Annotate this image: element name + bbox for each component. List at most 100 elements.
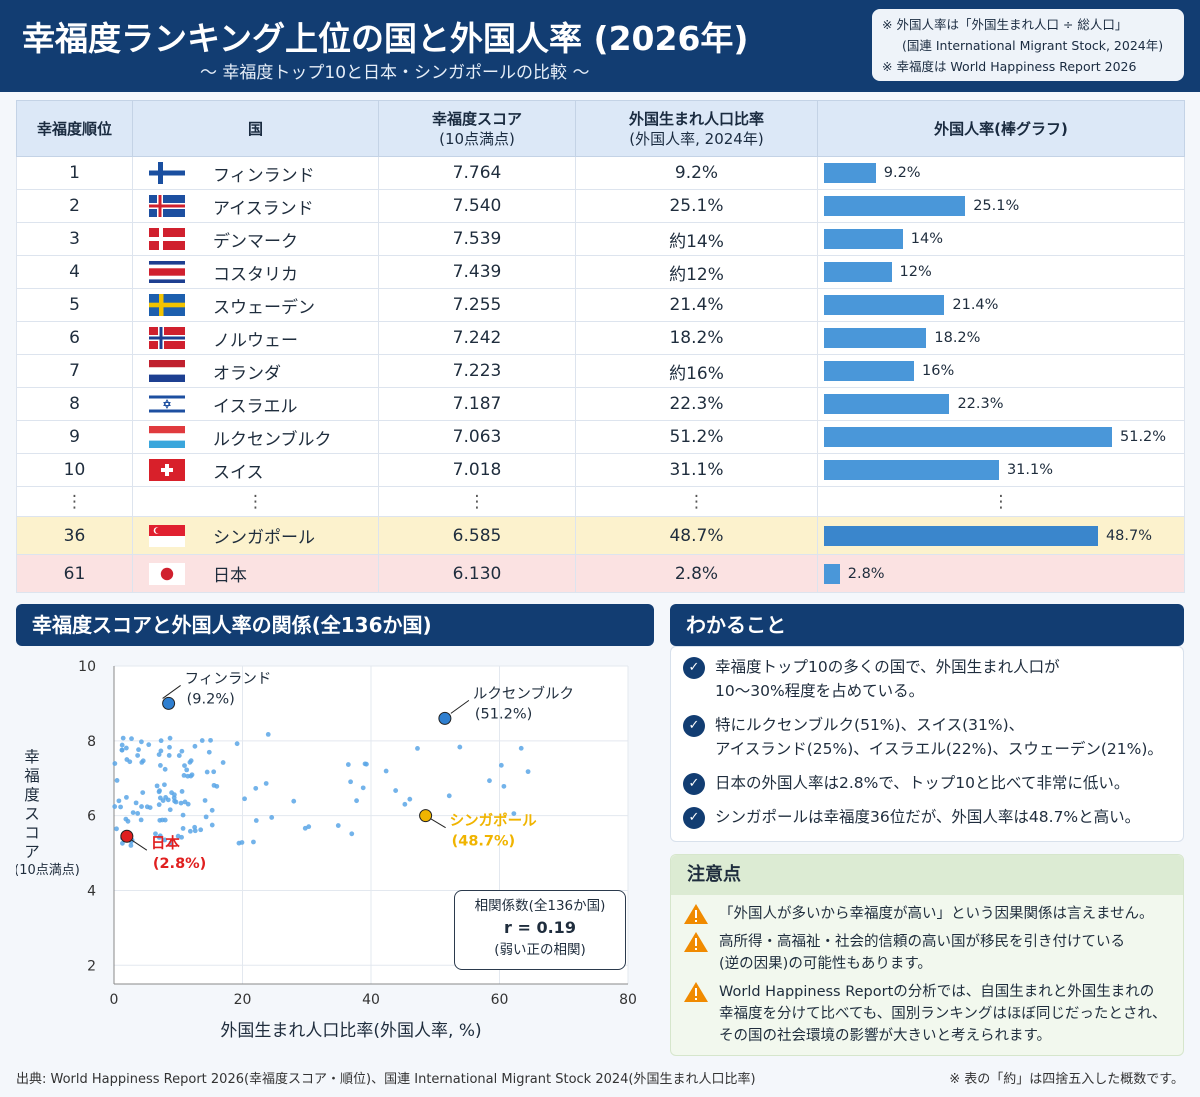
denmark-flag — [149, 228, 185, 250]
scatter-point — [360, 785, 366, 791]
scatter-point — [125, 818, 131, 824]
check-icon: ✓ — [683, 715, 705, 737]
scatter-chart: 0 20 40 60 80 2 4 6 8 10 フィンランド (9.2%) ルクセンブルク (51.2%… — [16, 650, 654, 1060]
findings-title: わかること — [670, 604, 1184, 646]
scatter-point — [349, 831, 355, 837]
scatter-point — [234, 741, 240, 747]
scatter-point — [487, 778, 492, 784]
corr-note: (弱い正の相関) — [494, 942, 586, 958]
caution-item: World Happiness Reportの分析では、自国生まれと外国生まれの… — [671, 977, 1183, 1049]
rate-bar — [824, 328, 927, 348]
rate-bar-label: 12% — [899, 264, 932, 280]
rate-bar — [824, 163, 876, 183]
luxembourg-flag-icon — [149, 426, 185, 448]
finding-item: ✓ 特にルクセンブルク(51%)、スイス(31%)、 アイスランド(25%)、イス… — [683, 713, 1171, 761]
scatter-point — [158, 738, 164, 744]
col-rank: 幸福度順位 — [16, 100, 133, 157]
scatter-point — [192, 743, 198, 749]
scatter-point — [265, 732, 271, 737]
table-row: 3 デンマーク 7.539 約14% 14% — [16, 222, 1185, 256]
score-cell: 7.539 — [378, 222, 576, 256]
country-cell: オランダ — [132, 354, 379, 388]
score-cell: 6.585 — [378, 516, 576, 555]
japan-flag — [149, 562, 185, 585]
scatter-point — [407, 796, 413, 802]
scatter-point — [206, 749, 212, 755]
scatter-point — [159, 817, 165, 823]
table-row: 36 シンガポール 6.585 48.7% 48.7% — [16, 516, 1185, 555]
corr-value: r = 0.19 — [504, 918, 576, 937]
scatter-point — [158, 748, 164, 754]
bar-cell: 31.1% — [817, 453, 1185, 487]
scatter-point — [116, 798, 122, 804]
scatter-point — [154, 783, 160, 789]
score-cell: 7.439 — [378, 255, 576, 289]
bar-cell: 21.4% — [817, 288, 1185, 322]
rank-cell: 61 — [16, 554, 133, 593]
iceland-flag-icon — [149, 195, 185, 217]
bar-cell: 2.8% — [817, 554, 1185, 593]
scatter-point — [253, 785, 259, 791]
table-row: 61 日本 6.130 2.8% 2.8% — [16, 554, 1185, 593]
scatter-point — [112, 761, 118, 766]
scatter-point — [182, 763, 187, 768]
table-row: 5 スウェーデン 7.255 21.4% 21.4% — [16, 288, 1185, 322]
scatter-point — [167, 744, 172, 750]
rate-bar — [824, 196, 966, 216]
highlight-sublabel: (48.7%) — [452, 834, 516, 850]
x-tick-label: 20 — [234, 992, 252, 1008]
caution-panel: 注意点 「外国人が多いから幸福度が高い」という因果関係は言えません。 高所得・高… — [670, 854, 1184, 1056]
y-axis-unit: (10点満点) — [16, 863, 80, 878]
table-row: 1 フィンランド 7.764 9.2% 9.2% — [16, 156, 1185, 190]
col-bar: 外国人率(棒グラフ) — [817, 100, 1185, 157]
israel-flag-icon — [149, 393, 185, 415]
x-tick-label: 0 — [110, 992, 119, 1008]
rate-bar — [824, 295, 945, 315]
country-cell: スイス — [132, 453, 379, 487]
rank-cell: 6 — [16, 321, 133, 355]
footer-source: 出典: World Happiness Report 2026(幸福度スコア・順… — [16, 1072, 756, 1087]
rate-cell: 9.2% — [575, 156, 818, 190]
score-cell: 7.540 — [378, 189, 576, 223]
rank-cell: 8 — [16, 387, 133, 421]
costa-rica-flag — [149, 261, 185, 283]
country-name: ノルウェー — [213, 330, 298, 351]
ellipsis-cell: ⋮ — [132, 486, 379, 517]
table-row: 10 スイス 7.018 31.1% 31.1% — [16, 453, 1185, 487]
findings-panel: ✓ 幸福度トップ10の多くの国で、外国生まれ人口が 10〜30%程度を占めている。… — [670, 646, 1184, 842]
ellipsis-row: ⋮ ⋮ ⋮ ⋮ ⋮ — [16, 486, 1185, 517]
y-axis-label-char: 福 — [24, 767, 40, 785]
caution-text: 高所得・高福祉・社会的信頼の高い国が移民を引き付けている — [719, 934, 1125, 950]
scatter-point — [345, 762, 351, 767]
rank-cell: 3 — [16, 222, 133, 256]
country-name: スウェーデン — [213, 297, 315, 318]
scatter-point — [211, 769, 217, 775]
scatter-point — [120, 840, 125, 846]
country-name: コスタリカ — [213, 264, 298, 285]
scatter-point — [144, 804, 150, 810]
rate-bar-label: 18.2% — [934, 330, 981, 346]
scatter-point — [156, 752, 162, 758]
scatter-point — [198, 827, 204, 833]
scatter-point — [239, 840, 245, 845]
scatter-point — [156, 789, 162, 795]
scatter-point — [133, 800, 139, 806]
finland-flag-icon — [149, 162, 185, 184]
scatter-point — [158, 763, 163, 768]
rate-bar — [824, 563, 840, 584]
scatter-point — [167, 735, 173, 741]
country-cell: ルクセンブルク — [132, 420, 379, 454]
y-axis-label-char: 度 — [24, 786, 40, 804]
scatter-point — [128, 843, 134, 848]
score-cell: 7.018 — [378, 453, 576, 487]
iceland-flag — [149, 195, 185, 217]
scatter-point — [184, 767, 190, 773]
scatter-point — [402, 801, 408, 807]
scatter-point — [162, 782, 167, 788]
country-cell: アイスランド — [132, 189, 379, 223]
y-tick-label: 10 — [78, 659, 96, 675]
scatter-point — [139, 804, 144, 809]
leader-line — [162, 685, 181, 699]
bar-cell: 48.7% — [817, 516, 1185, 555]
caution-item: 「外国人が多いから幸福度が高い」という因果関係は言えません。 — [671, 895, 1183, 927]
